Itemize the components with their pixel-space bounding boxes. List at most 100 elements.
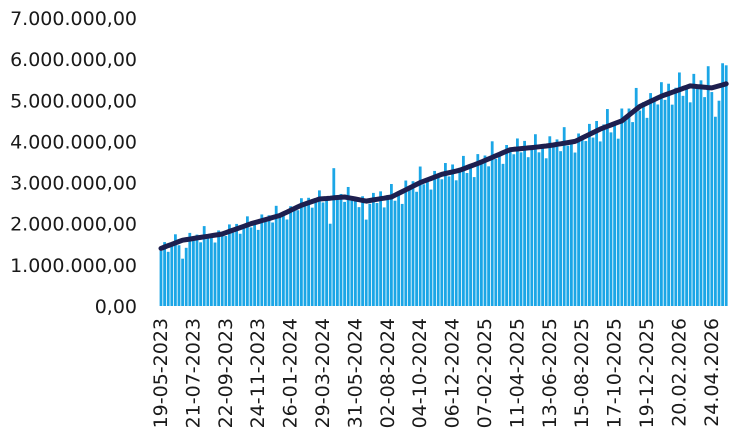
bar — [314, 198, 318, 306]
bar — [386, 195, 390, 306]
bar — [350, 200, 354, 306]
bar — [447, 176, 451, 306]
bar — [526, 157, 530, 306]
bar — [310, 207, 314, 306]
bar — [256, 229, 260, 306]
bar — [483, 155, 487, 306]
x-tick-label: 13-06-2025 — [539, 318, 561, 428]
x-tick-label: 21-07-2023 — [182, 318, 204, 428]
bar — [685, 86, 688, 306]
bar — [588, 123, 591, 307]
bar — [663, 99, 667, 306]
bar — [382, 207, 386, 306]
x-tick-label: 02-08-2024 — [377, 318, 399, 428]
bar — [346, 186, 350, 306]
x-tick-label: 26-01-2024 — [280, 318, 302, 428]
bar — [573, 152, 577, 306]
bar — [642, 102, 645, 306]
bar — [598, 141, 602, 306]
bar — [260, 214, 264, 306]
y-tick-label: 1.000.000,00 — [10, 255, 137, 277]
bar — [562, 127, 566, 306]
bar — [660, 82, 663, 306]
bar — [440, 179, 444, 306]
bar — [508, 149, 512, 306]
x-tick-label: 20.02.2026 — [668, 318, 690, 427]
bar — [253, 222, 256, 306]
bar — [343, 201, 346, 306]
bar — [519, 152, 523, 306]
bar — [278, 217, 282, 306]
bar — [354, 197, 357, 306]
bar — [696, 89, 699, 306]
bar — [411, 181, 415, 306]
bar — [498, 152, 501, 306]
bar — [429, 189, 433, 306]
bar — [548, 136, 552, 306]
bar — [472, 177, 476, 306]
bar — [652, 99, 656, 306]
x-tick-label: 17-10-2025 — [604, 318, 626, 428]
bar — [249, 227, 253, 306]
bar — [552, 146, 555, 306]
bar — [501, 163, 505, 306]
bar — [487, 166, 490, 306]
x-tick-label: 11-04-2025 — [506, 318, 528, 428]
bar — [307, 197, 310, 306]
bar — [674, 87, 678, 306]
bar — [667, 83, 670, 306]
bar — [512, 154, 516, 306]
bar — [577, 133, 580, 306]
bar — [433, 170, 436, 306]
bar — [170, 242, 174, 306]
bar — [296, 210, 300, 306]
bar — [570, 140, 573, 306]
bar — [217, 230, 220, 306]
bar — [534, 134, 537, 306]
x-tick-label: 04-10-2024 — [409, 318, 431, 428]
bar — [699, 80, 703, 307]
x-tick-label: 24.04.2026 — [701, 318, 723, 427]
bar — [631, 122, 634, 306]
bar — [678, 72, 681, 306]
bar — [415, 191, 418, 306]
bar — [469, 165, 472, 306]
bar — [202, 226, 206, 306]
bar — [210, 234, 213, 306]
bar — [318, 190, 321, 306]
bar — [332, 168, 336, 306]
bar — [688, 102, 692, 306]
bar — [357, 207, 361, 306]
bar — [339, 193, 343, 306]
bar — [602, 124, 606, 306]
bar — [426, 177, 429, 306]
bar — [292, 208, 296, 306]
bar — [609, 132, 613, 306]
x-tick-label: 19-12-2025 — [636, 318, 658, 428]
bar — [336, 198, 339, 306]
bar — [264, 220, 267, 306]
bar — [242, 224, 246, 306]
bar — [516, 138, 519, 306]
bar — [328, 223, 332, 306]
bar — [184, 247, 188, 306]
bar — [566, 145, 570, 306]
bar — [303, 206, 307, 306]
bar — [451, 164, 454, 306]
bar — [656, 104, 660, 306]
bar — [462, 155, 465, 306]
x-tick-label: 22-09-2023 — [215, 318, 237, 428]
bar — [397, 192, 400, 306]
bar — [274, 205, 278, 306]
bar — [634, 87, 638, 306]
y-tick-label: 2.000.000,00 — [10, 214, 137, 236]
x-tick-label: 29-03-2024 — [312, 318, 334, 428]
bar — [706, 66, 710, 307]
bar — [436, 175, 440, 306]
bar — [235, 223, 238, 306]
bar — [692, 73, 696, 306]
bar — [271, 222, 274, 306]
bar — [465, 173, 469, 306]
x-tick-label: 31-05-2024 — [344, 318, 366, 428]
bar — [645, 117, 649, 306]
